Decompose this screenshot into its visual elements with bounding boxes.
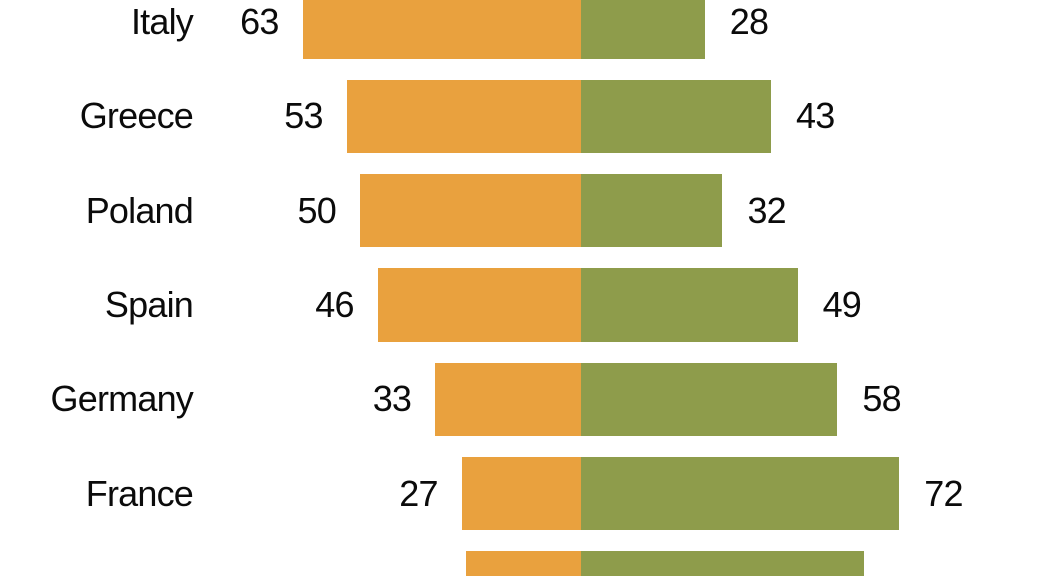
left-bar bbox=[302, 0, 581, 59]
country-label: Italy bbox=[130, 1, 194, 43]
country-label: Poland bbox=[85, 189, 194, 231]
right-bar bbox=[581, 362, 838, 436]
right-value-label: 43 bbox=[796, 95, 835, 137]
right-bar bbox=[581, 456, 900, 531]
right-value-label: 72 bbox=[924, 472, 963, 514]
left-bar bbox=[346, 79, 581, 154]
country-label: Greece bbox=[79, 95, 194, 137]
right-value-label: 58 bbox=[862, 378, 901, 420]
left-value-label: 53 bbox=[284, 95, 323, 137]
left-value-label: 33 bbox=[372, 378, 412, 420]
right-bar bbox=[581, 0, 705, 59]
left-bar bbox=[461, 456, 581, 531]
right-bar bbox=[581, 79, 772, 154]
country-label: France bbox=[85, 472, 194, 514]
left-bar bbox=[466, 551, 581, 576]
left-value-label: 46 bbox=[315, 283, 354, 325]
left-value-label: 63 bbox=[240, 1, 279, 43]
right-bar bbox=[581, 268, 798, 342]
left-bar bbox=[360, 173, 581, 248]
left-bar bbox=[435, 362, 581, 436]
country-label: Germany bbox=[50, 378, 194, 420]
right-value-label: 49 bbox=[822, 283, 862, 325]
right-bar bbox=[581, 173, 723, 248]
right-value-label: 28 bbox=[729, 1, 769, 43]
left-bar bbox=[377, 268, 581, 342]
left-value-label: 27 bbox=[399, 472, 438, 514]
left-value-label: 50 bbox=[297, 189, 337, 231]
right-bar bbox=[581, 551, 864, 576]
country-label: Spain bbox=[104, 283, 194, 325]
right-value-label: 32 bbox=[747, 189, 786, 231]
